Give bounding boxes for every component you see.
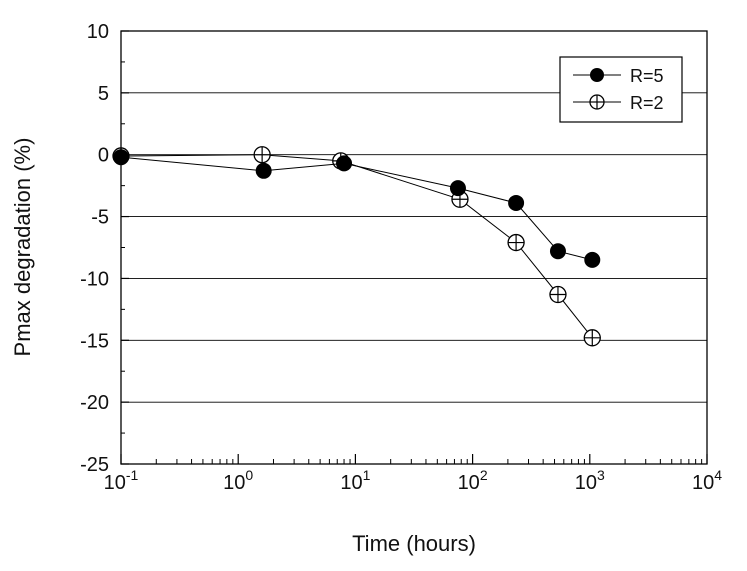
y-tick-label: -5 [91, 207, 109, 229]
x-tick-label: 103 [575, 467, 605, 494]
y-axis-label: Pmax degradation (%) [10, 138, 35, 357]
series-r2 [112, 146, 601, 347]
y-tick-label: -25 [80, 454, 109, 476]
data-point [584, 251, 601, 268]
series-layer [112, 146, 601, 347]
data-point [549, 243, 566, 260]
x-tick-labels: 10-1 100 101 102 103 104 [104, 467, 723, 494]
y-tick-label: 0 [98, 145, 109, 167]
minor-ticks [121, 61, 703, 464]
data-point [449, 180, 466, 197]
gridlines [121, 92, 707, 403]
y-tick-label: 5 [98, 83, 109, 105]
x-tick-label: 100 [223, 467, 253, 494]
data-point [508, 194, 525, 211]
legend-box [559, 56, 683, 123]
legend-label-r5: R=5 [630, 66, 664, 86]
plot-frame [120, 30, 708, 465]
x-tick-label: 101 [340, 467, 370, 494]
x-tick-label: 10-1 [104, 467, 139, 494]
y-tick-label: -15 [80, 330, 109, 352]
series-r5 [113, 149, 601, 268]
data-point [507, 233, 525, 252]
legend-marker-r2 [589, 94, 605, 110]
legend-marker-r5 [590, 68, 604, 82]
data-point [255, 162, 272, 179]
y-tick-labels: 10 5 0 -5 -10 -15 -20 -25 [80, 21, 109, 476]
y-tick-label: 10 [87, 21, 109, 43]
data-point [549, 285, 567, 304]
x-tick-label: 104 [692, 467, 722, 494]
y-tick-label: -20 [80, 392, 109, 414]
x-tick-label: 102 [458, 467, 488, 494]
data-point [583, 329, 601, 347]
data-point [336, 155, 353, 172]
x-axis-label: Time (hours) [352, 531, 476, 556]
legend-label-r2: R=2 [630, 93, 664, 113]
legend: R=5 R=2 [559, 56, 683, 123]
y-tick-label: -10 [80, 268, 109, 290]
data-point [253, 146, 271, 164]
